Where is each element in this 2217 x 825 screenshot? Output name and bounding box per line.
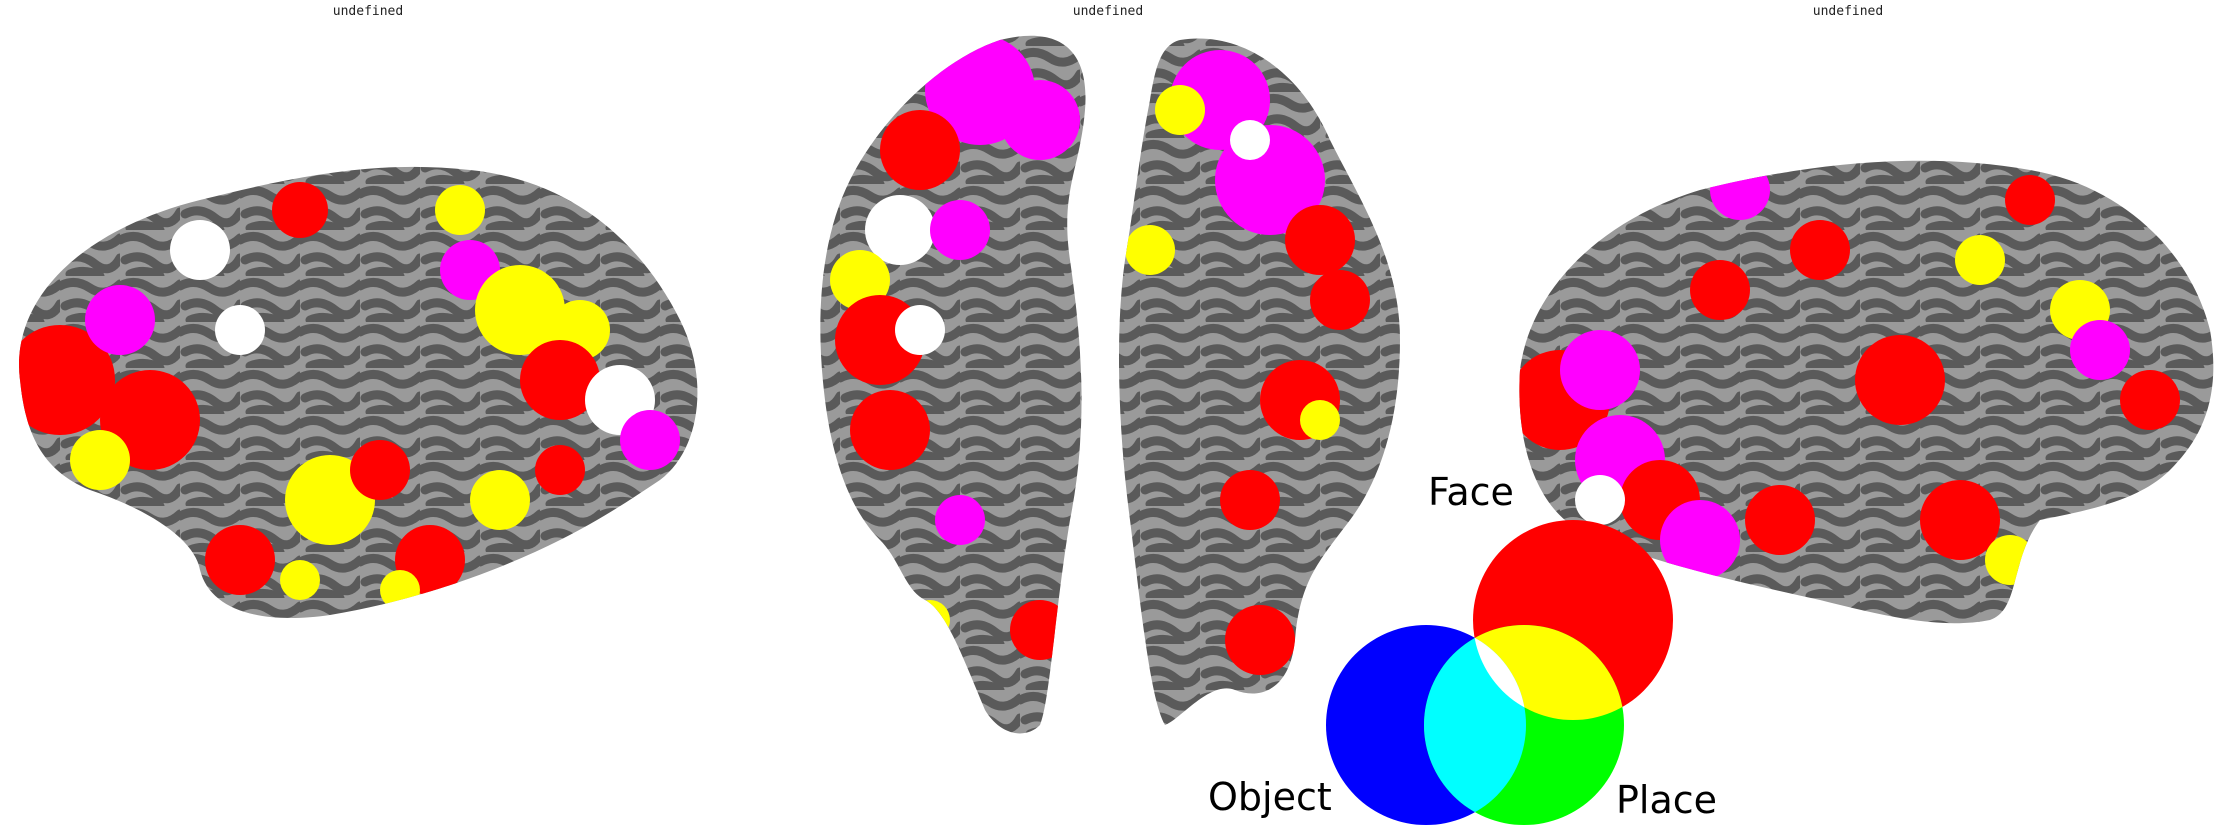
panel-title-left: undefined <box>332 4 404 19</box>
venn-legend <box>1326 520 1673 825</box>
panel-title-center: undefined <box>1072 4 1144 19</box>
activation-patches-left <box>19 182 680 610</box>
legend-label-object: Object <box>1208 775 1332 819</box>
left-lateral-hemisphere <box>19 166 698 619</box>
panel-title-right: undefined <box>1812 4 1884 19</box>
legend-label-place: Place <box>1616 778 1718 822</box>
ventral-left-hemisphere <box>820 35 1086 734</box>
ventral-right-hemisphere <box>1118 38 1400 726</box>
venn-object-place-overlap <box>1424 625 1526 825</box>
legend-label-face: Face <box>1428 470 1514 514</box>
activation-patches-ventral-right <box>1125 50 1370 675</box>
activation-patches-right <box>1519 160 2180 585</box>
